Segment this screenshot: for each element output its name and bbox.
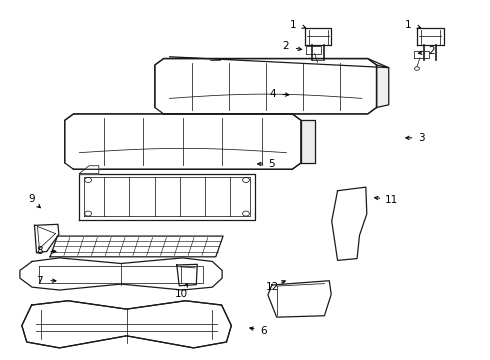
Polygon shape <box>79 166 99 174</box>
Text: 7: 7 <box>36 276 43 286</box>
Polygon shape <box>301 120 315 163</box>
Polygon shape <box>417 28 443 45</box>
Text: 12: 12 <box>266 282 279 292</box>
Text: 4: 4 <box>269 89 275 99</box>
Polygon shape <box>20 258 222 290</box>
Polygon shape <box>155 59 376 114</box>
Polygon shape <box>332 187 367 260</box>
Text: 9: 9 <box>28 194 35 203</box>
Text: 8: 8 <box>36 247 43 256</box>
Text: 6: 6 <box>260 326 267 336</box>
Polygon shape <box>376 65 389 108</box>
Polygon shape <box>65 114 301 169</box>
Polygon shape <box>414 51 429 58</box>
Text: 2: 2 <box>428 46 435 56</box>
Polygon shape <box>79 174 255 220</box>
Polygon shape <box>305 28 331 45</box>
Text: 2: 2 <box>283 41 289 51</box>
Polygon shape <box>50 236 223 257</box>
Text: 11: 11 <box>385 195 398 204</box>
Text: 5: 5 <box>269 159 275 169</box>
Polygon shape <box>34 224 59 253</box>
Text: 10: 10 <box>175 289 188 298</box>
Text: 1: 1 <box>405 19 412 30</box>
Text: 3: 3 <box>418 133 425 143</box>
Polygon shape <box>306 46 320 54</box>
Text: 1: 1 <box>290 19 296 30</box>
Polygon shape <box>268 281 331 317</box>
Polygon shape <box>22 301 231 348</box>
Polygon shape <box>177 264 197 286</box>
